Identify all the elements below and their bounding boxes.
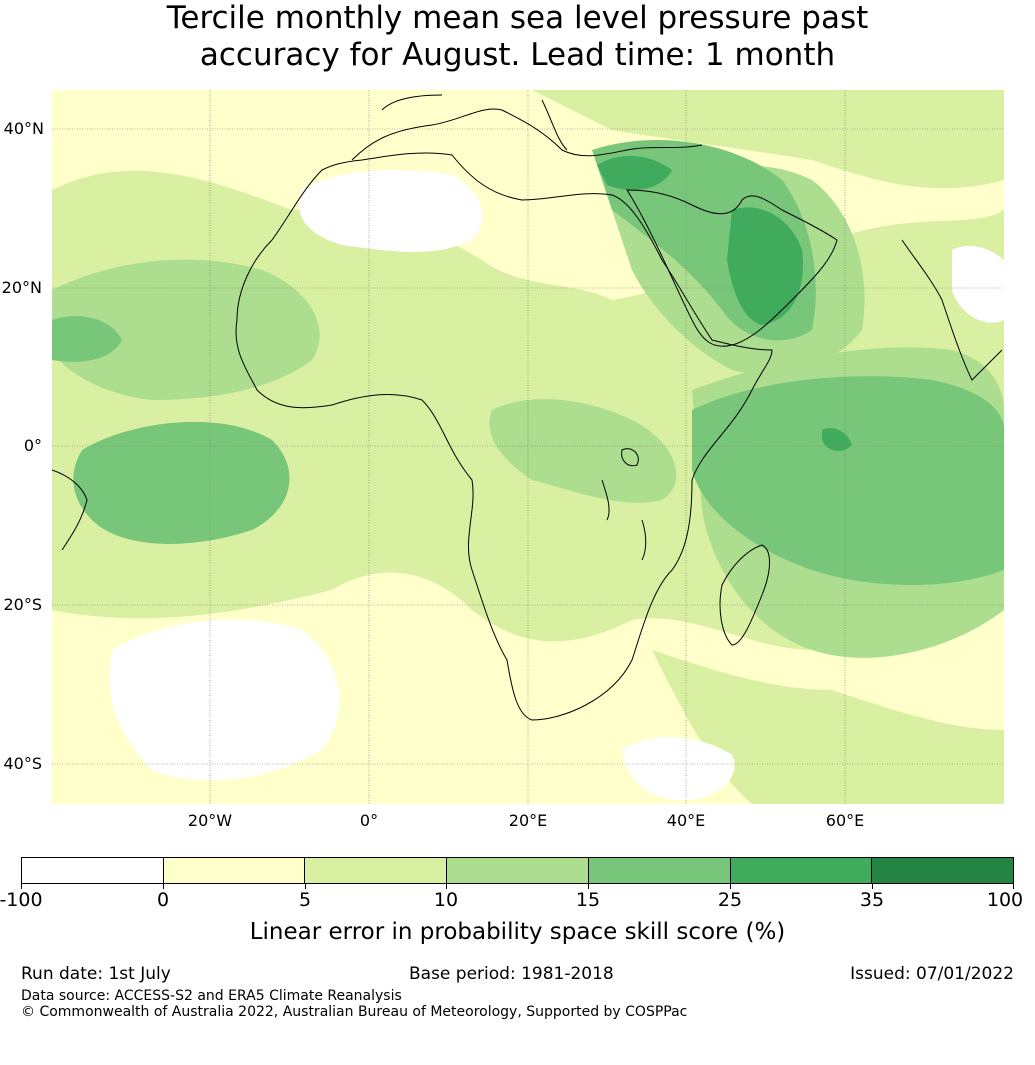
colorbar-tick-label: 15 <box>575 889 601 911</box>
colorbar-segment <box>447 858 589 883</box>
lat-label-20s: 20°S <box>3 595 42 614</box>
colorbar-tick <box>1013 884 1014 889</box>
colorbar-tick <box>446 884 447 889</box>
colorbar-tick <box>163 884 164 889</box>
title-line-2: accuracy for August. Lead time: 1 month <box>199 37 836 73</box>
colorbar-tick-label: -100 <box>0 889 43 911</box>
colorbar-tick-label: 35 <box>859 889 885 911</box>
lat-label-0: 0° <box>23 436 42 455</box>
colorbar-segment <box>588 858 731 883</box>
skill-15-25-regions <box>52 140 1004 585</box>
skill-negative-regions <box>109 170 1004 801</box>
colorbar <box>21 857 1014 884</box>
colorbar-tick <box>305 884 306 889</box>
lat-label-20n: 20°N <box>1 278 42 297</box>
colorbar-segment <box>730 858 873 883</box>
lon-label-0: 0° <box>359 811 379 830</box>
colorbar-tick-label: 10 <box>433 889 459 911</box>
colorbar-tick-label: 100 <box>986 889 1024 911</box>
colorbar-label: Linear error in probability space skill … <box>249 919 786 945</box>
run-date: Run date: 1st July <box>21 964 171 984</box>
colorbar-tick <box>588 884 589 889</box>
lon-label-20e: 20°E <box>508 811 548 830</box>
colorbar-segment <box>163 858 306 883</box>
skill-25-35-regions <box>597 155 852 452</box>
lat-label-40s: 40°S <box>3 754 42 773</box>
lon-label-40e: 40°E <box>666 811 706 830</box>
coastlines <box>52 94 1003 721</box>
colorbar-segment <box>22 858 164 883</box>
base-period: Base period: 1981-2018 <box>409 964 614 984</box>
copyright: © Commonwealth of Australia 2022, Austra… <box>21 1004 688 1020</box>
colorbar-tick <box>872 884 873 889</box>
colorbar-segment <box>305 858 448 883</box>
colorbar-tick-label: 5 <box>298 889 312 911</box>
map-title: Tercile monthly mean sea level pressure … <box>0 0 1035 74</box>
colorbar-tick <box>730 884 731 889</box>
lon-label-20w: 20°W <box>187 811 233 830</box>
colorbar-segment <box>872 858 1014 883</box>
skill-map <box>52 90 1004 804</box>
lat-label-40n: 40°N <box>3 119 44 138</box>
lon-label-60e: 60°E <box>825 811 865 830</box>
issued-date: Issued: 07/01/2022 <box>850 964 1014 984</box>
colorbar-tick-label: 25 <box>717 889 743 911</box>
graticule <box>52 90 1004 804</box>
colorbar-tick <box>21 884 22 889</box>
data-source: Data source: ACCESS-S2 and ERA5 Climate … <box>21 988 402 1004</box>
colorbar-tick-label: 0 <box>156 889 170 911</box>
title-line-1: Tercile monthly mean sea level pressure … <box>166 0 869 36</box>
